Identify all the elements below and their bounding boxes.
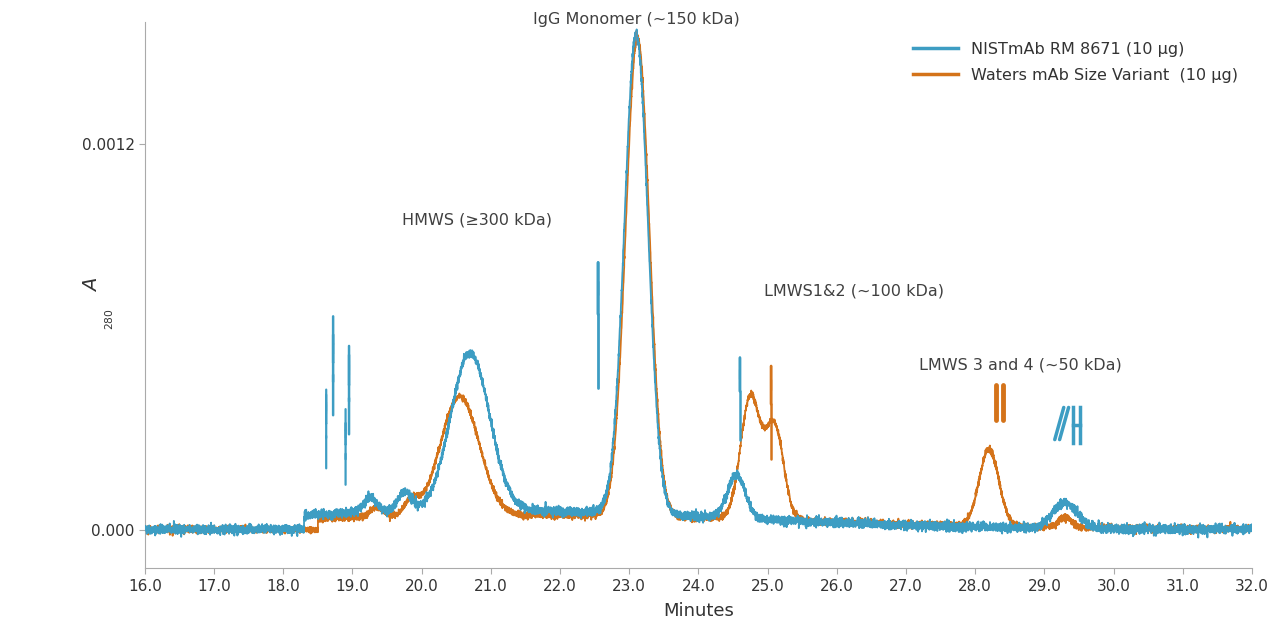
X-axis label: Minutes: Minutes — [663, 602, 733, 620]
Text: $A$: $A$ — [82, 276, 101, 292]
Legend: NISTmAb RM 8671 (10 μg), Waters mAb Size Variant  (10 μg): NISTmAb RM 8671 (10 μg), Waters mAb Size… — [906, 35, 1244, 89]
Text: IgG Monomer (~150 kDa): IgG Monomer (~150 kDa) — [532, 11, 740, 27]
Text: LMWS 3 and 4 (~50 kDa): LMWS 3 and 4 (~50 kDa) — [919, 357, 1121, 372]
Text: LMWS1&2 (~100 kDa): LMWS1&2 (~100 kDa) — [764, 283, 945, 298]
Text: $_{280}$: $_{280}$ — [101, 309, 116, 331]
Text: HMWS (≥300 kDa): HMWS (≥300 kDa) — [402, 213, 552, 228]
